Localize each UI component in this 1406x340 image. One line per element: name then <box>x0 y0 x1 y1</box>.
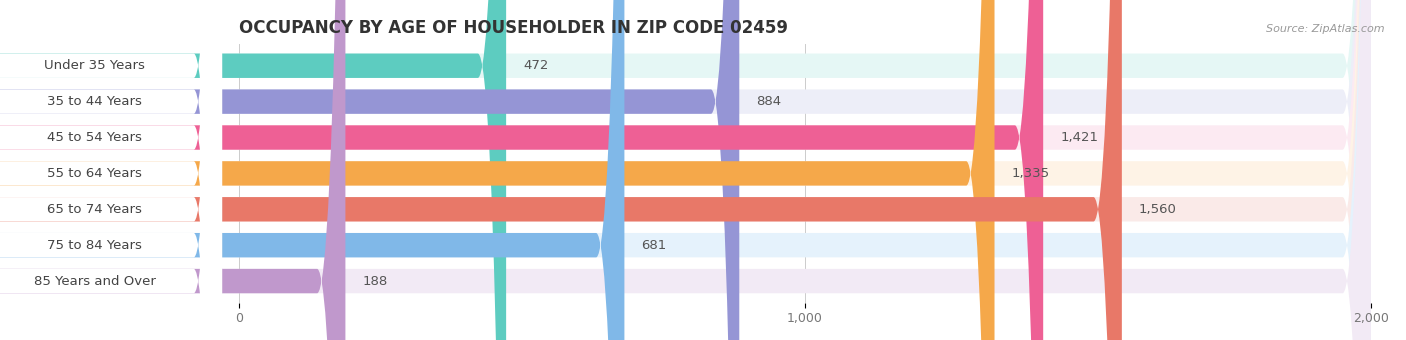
FancyBboxPatch shape <box>0 0 222 340</box>
Text: 188: 188 <box>363 275 388 288</box>
Text: 1,335: 1,335 <box>1011 167 1050 180</box>
FancyBboxPatch shape <box>0 0 1122 340</box>
Text: Under 35 Years: Under 35 Years <box>44 59 145 72</box>
Text: 85 Years and Over: 85 Years and Over <box>34 275 156 288</box>
FancyBboxPatch shape <box>0 0 222 340</box>
FancyBboxPatch shape <box>0 0 1371 340</box>
FancyBboxPatch shape <box>0 0 740 340</box>
FancyBboxPatch shape <box>0 0 346 340</box>
Text: 1,421: 1,421 <box>1060 131 1098 144</box>
FancyBboxPatch shape <box>0 0 222 340</box>
Text: 681: 681 <box>641 239 666 252</box>
FancyBboxPatch shape <box>0 0 994 340</box>
FancyBboxPatch shape <box>0 0 1043 340</box>
FancyBboxPatch shape <box>0 0 222 340</box>
FancyBboxPatch shape <box>0 0 624 340</box>
FancyBboxPatch shape <box>0 0 222 340</box>
FancyBboxPatch shape <box>0 0 1371 340</box>
FancyBboxPatch shape <box>0 0 1371 340</box>
FancyBboxPatch shape <box>0 0 1371 340</box>
FancyBboxPatch shape <box>0 0 1371 340</box>
Text: 1,560: 1,560 <box>1139 203 1177 216</box>
Text: 65 to 74 Years: 65 to 74 Years <box>48 203 142 216</box>
Text: 45 to 54 Years: 45 to 54 Years <box>48 131 142 144</box>
Text: OCCUPANCY BY AGE OF HOUSEHOLDER IN ZIP CODE 02459: OCCUPANCY BY AGE OF HOUSEHOLDER IN ZIP C… <box>239 19 787 37</box>
FancyBboxPatch shape <box>0 0 1371 340</box>
Text: 55 to 64 Years: 55 to 64 Years <box>48 167 142 180</box>
Text: 884: 884 <box>756 95 782 108</box>
FancyBboxPatch shape <box>0 0 222 340</box>
Text: Source: ZipAtlas.com: Source: ZipAtlas.com <box>1267 24 1385 34</box>
FancyBboxPatch shape <box>0 0 222 340</box>
Text: 75 to 84 Years: 75 to 84 Years <box>48 239 142 252</box>
FancyBboxPatch shape <box>0 0 506 340</box>
Text: 472: 472 <box>523 59 548 72</box>
FancyBboxPatch shape <box>0 0 1371 340</box>
Text: 35 to 44 Years: 35 to 44 Years <box>48 95 142 108</box>
